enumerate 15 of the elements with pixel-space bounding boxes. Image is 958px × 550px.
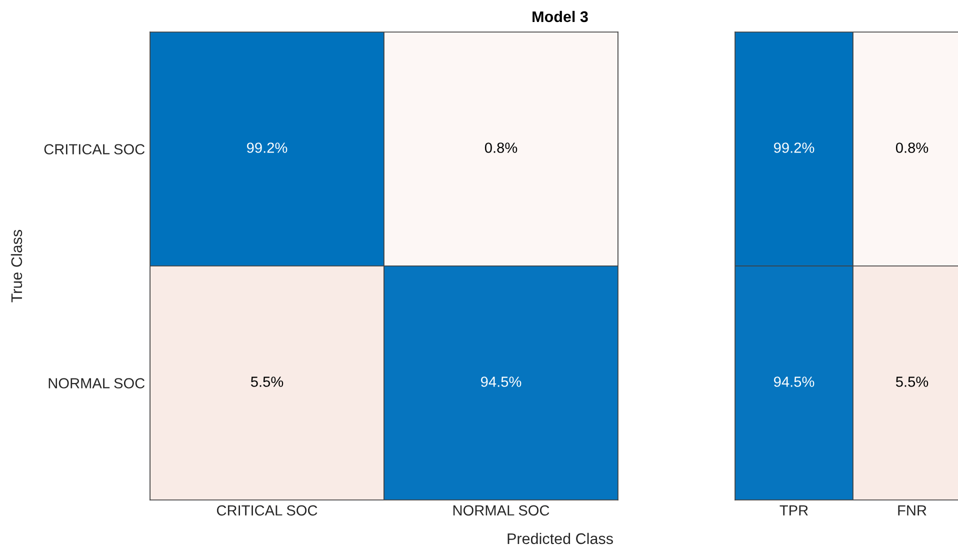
data-label: 94.5% — [774, 376, 814, 387]
x-tick-label: TPR — [780, 505, 808, 516]
data-label: 99.2% — [774, 142, 814, 153]
x-tick-label: NORMAL SOC — [453, 505, 550, 516]
data-label: 0.8% — [484, 142, 518, 153]
x-axis-title: Predicted Class — [508, 532, 613, 544]
y-axis-title: True Class — [10, 230, 22, 302]
chart-title: Model 3 — [532, 10, 588, 22]
x-tick-label: CRITICAL SOC — [216, 505, 318, 516]
data-label: 94.5% — [481, 376, 522, 387]
data-label: 99.2% — [247, 142, 288, 153]
data-label: 0.8% — [896, 142, 928, 153]
data-label: 5.5% — [250, 376, 284, 387]
x-tick-label: FNR — [898, 505, 926, 516]
data-label: 5.5% — [896, 376, 928, 387]
